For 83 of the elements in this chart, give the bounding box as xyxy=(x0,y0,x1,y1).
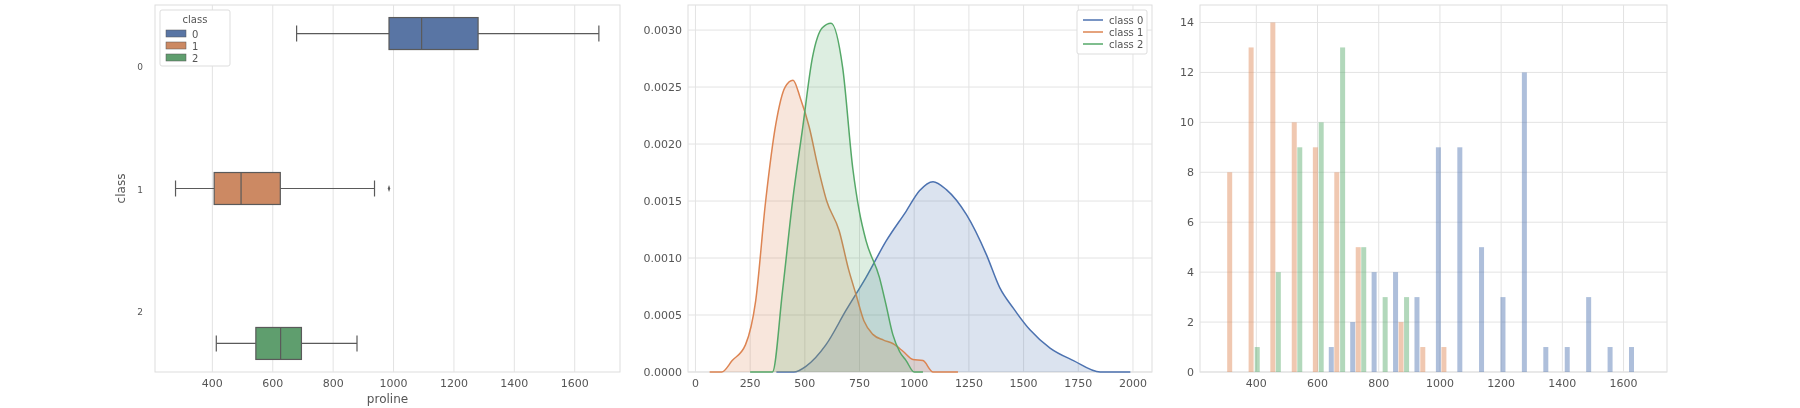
bar xyxy=(1275,272,1281,372)
bar xyxy=(1479,247,1485,372)
x-tick-label: 1000 xyxy=(900,377,929,390)
bar xyxy=(1254,347,1260,372)
x-tick-label: 1400 xyxy=(1548,377,1577,390)
x-tick-label: 1250 xyxy=(954,377,983,390)
bar xyxy=(1435,147,1441,372)
bar xyxy=(1564,347,1570,372)
y-tick-label: 0 xyxy=(1187,366,1194,379)
bar xyxy=(1420,347,1426,372)
legend-label: class 2 xyxy=(1109,39,1144,50)
y-tick-label: 0 xyxy=(137,62,144,73)
y-tick-label: 0.0005 xyxy=(643,309,682,323)
bar xyxy=(1629,347,1634,372)
y-tick-label: 8 xyxy=(1187,166,1194,180)
x-tick-label: 1200 xyxy=(439,377,468,390)
bar xyxy=(1328,347,1334,372)
y-tick-label: 2 xyxy=(1187,316,1194,330)
y-tick-label: 0.0025 xyxy=(643,81,682,95)
y-axis-title: class xyxy=(114,173,128,204)
bar xyxy=(1248,47,1254,372)
bar xyxy=(1355,247,1361,372)
y-tick-label: 12 xyxy=(1180,66,1194,80)
bar xyxy=(1270,22,1276,372)
legend-label: class 1 xyxy=(1109,27,1144,38)
x-tick-label: 750 xyxy=(849,377,871,390)
x-tick-label: 1600 xyxy=(1609,377,1638,390)
x-tick-label: 2000 xyxy=(1118,377,1147,390)
x-tick-label: 800 xyxy=(322,377,344,390)
y-tick-label: 0.0010 xyxy=(643,252,682,266)
legend-label: 1 xyxy=(192,41,199,52)
x-tick-label: 600 xyxy=(262,377,284,390)
legend-label: 2 xyxy=(192,53,199,64)
x-tick-label: 0 xyxy=(691,377,699,390)
x-tick-label: 400 xyxy=(1245,377,1267,390)
y-tick-label: 2 xyxy=(137,306,143,317)
bar xyxy=(1318,122,1324,372)
y-tick-label: 0.0000 xyxy=(643,366,682,379)
x-tick-label: 1600 xyxy=(560,377,589,390)
x-tick-label: 1400 xyxy=(500,377,529,390)
bar xyxy=(1500,297,1506,372)
x-tick-label: 1750 xyxy=(1064,377,1093,390)
legend-label: 0 xyxy=(192,29,199,40)
y-tick-label: 0.0015 xyxy=(643,195,682,209)
bar xyxy=(1607,347,1613,372)
x-tick-label: 600 xyxy=(1307,377,1329,390)
bar xyxy=(1334,172,1340,372)
x-tick-label: 1200 xyxy=(1487,377,1516,390)
bar xyxy=(1382,297,1388,372)
bar xyxy=(1441,347,1447,372)
y-tick-label: 10 xyxy=(1180,116,1194,130)
x-tick-label: 400 xyxy=(201,377,223,390)
bar xyxy=(1312,147,1318,372)
bar xyxy=(1227,172,1233,372)
bar xyxy=(1586,297,1592,372)
x-tick-label: 1000 xyxy=(1425,377,1454,390)
bar xyxy=(1371,272,1377,372)
x-axis-title: proline xyxy=(366,392,409,406)
x-tick-label: 1500 xyxy=(1009,377,1038,390)
x-tick-label: 1000 xyxy=(379,377,408,390)
bar xyxy=(1521,72,1527,372)
bar xyxy=(1350,322,1356,372)
bar xyxy=(1393,272,1399,372)
bar xyxy=(1398,322,1404,372)
x-tick-label: 500 xyxy=(794,377,816,390)
bar xyxy=(1414,297,1420,372)
x-tick-label: 250 xyxy=(739,377,761,390)
y-tick-label: 0.0030 xyxy=(643,24,682,38)
y-tick-label: 0.0020 xyxy=(643,138,682,152)
bar xyxy=(1340,47,1346,372)
bar xyxy=(1404,297,1410,372)
y-tick-label: 4 xyxy=(1187,266,1194,280)
y-tick-label: 14 xyxy=(1180,16,1194,30)
bar xyxy=(1543,347,1549,372)
bar xyxy=(1457,147,1463,372)
bar xyxy=(1291,122,1297,372)
bar xyxy=(1361,247,1367,372)
legend-label: class 0 xyxy=(1109,15,1144,26)
bar xyxy=(1297,147,1303,372)
y-tick-label: 1 xyxy=(137,184,143,195)
legend-title: class xyxy=(182,14,208,25)
y-tick-label: 6 xyxy=(1187,216,1194,230)
x-tick-label: 800 xyxy=(1368,377,1390,390)
